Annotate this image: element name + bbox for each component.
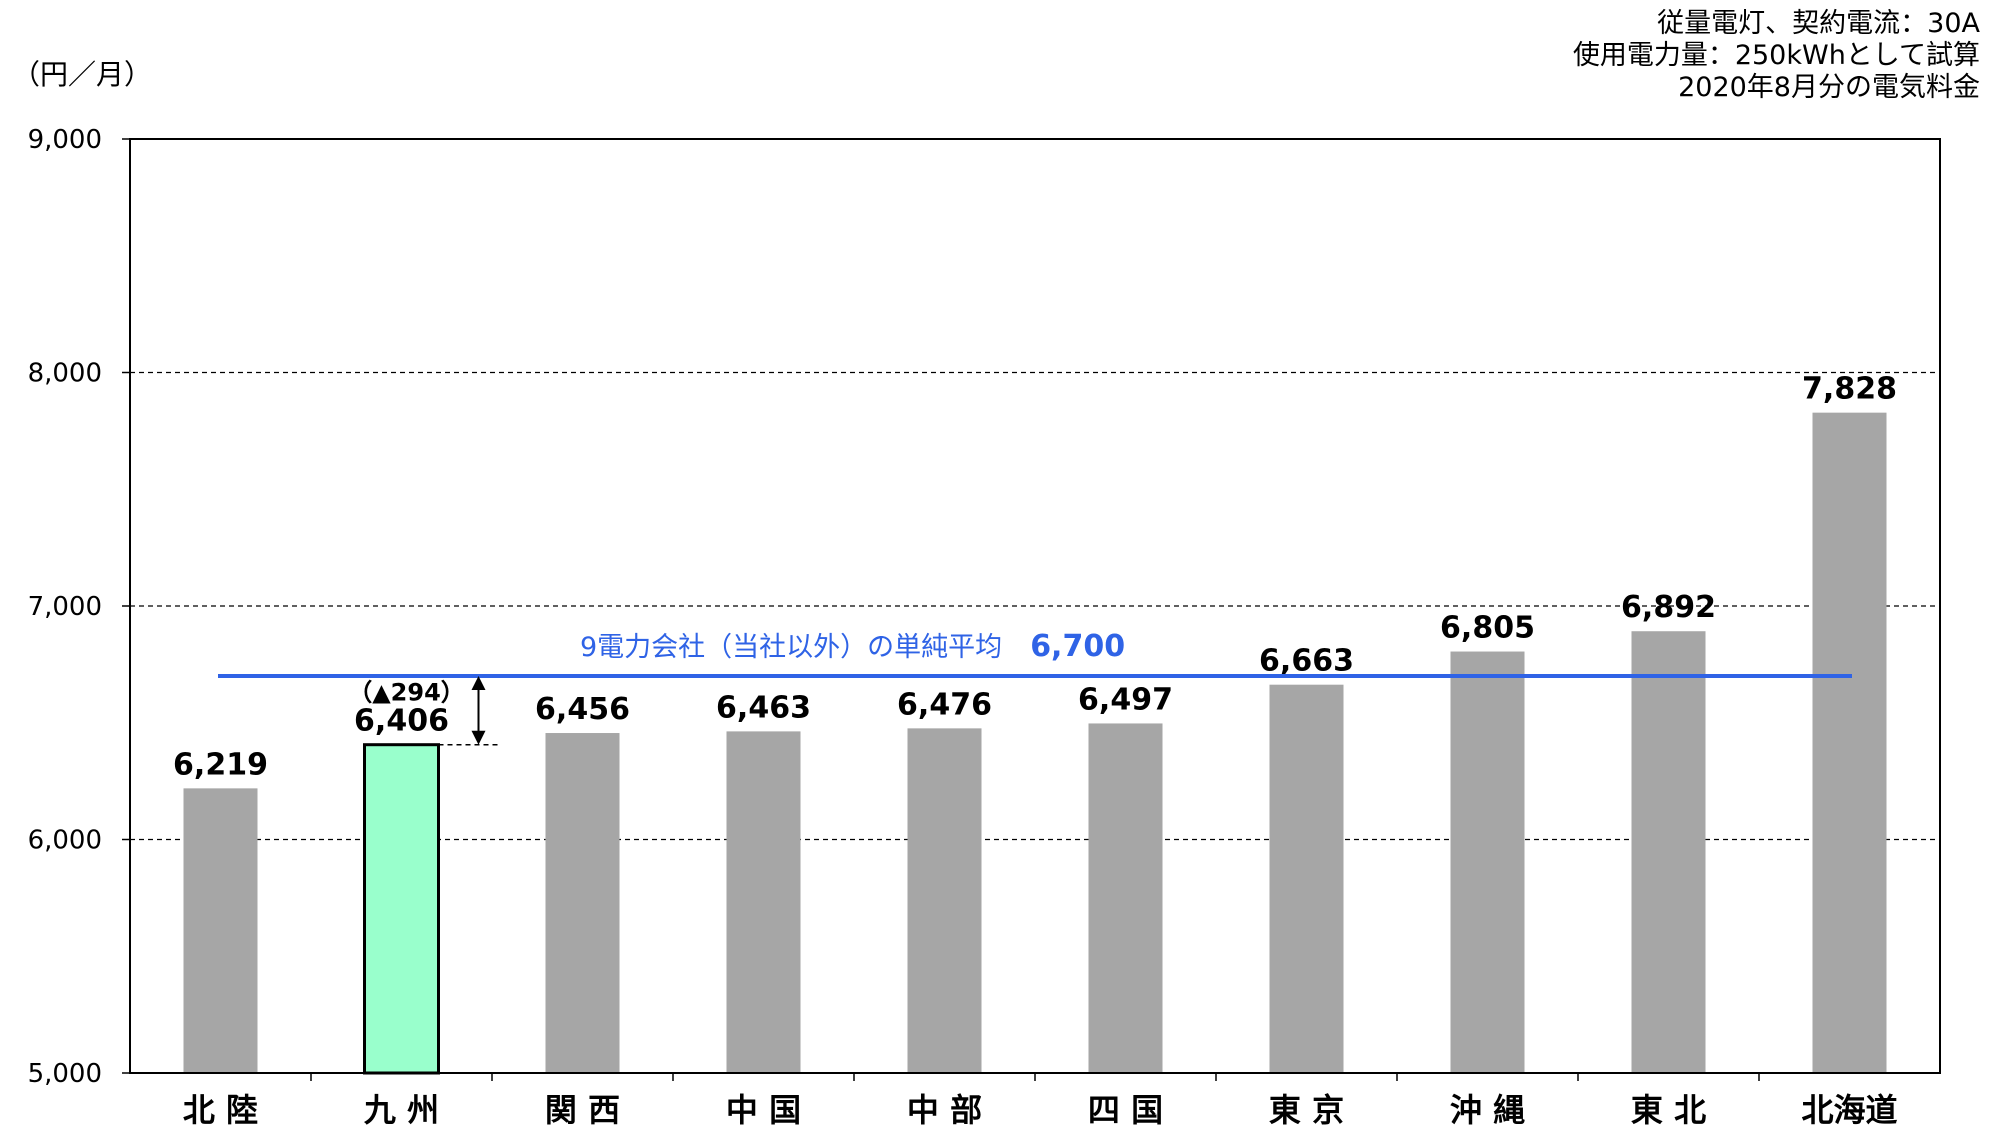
value-label: 6,456 <box>535 692 630 727</box>
note-line: 従量電灯、契約電流：30A <box>1657 8 1980 39</box>
difference-arrow-up <box>471 676 486 691</box>
note-line: 2020年8月分の電気料金 <box>1678 72 1980 103</box>
x-tick-label: 九 州 <box>364 1091 439 1129</box>
average-value: 6,700 <box>1030 629 1125 664</box>
bar <box>183 788 258 1073</box>
note-line: 使用電力量：250kWhとして試算 <box>1573 40 1980 71</box>
value-label: 7,828 <box>1802 372 1897 407</box>
value-label: 6,219 <box>173 747 268 782</box>
x-tick-label: 北海道 <box>1801 1091 1897 1129</box>
bar <box>1631 631 1706 1073</box>
y-tick-label: 8,000 <box>28 359 102 389</box>
bars <box>183 412 1887 1075</box>
y-tick-label: 5,000 <box>28 1059 102 1089</box>
x-tick-label: 東 北 <box>1631 1091 1706 1129</box>
value-label: 6,476 <box>897 687 992 722</box>
value-label: 6,892 <box>1621 590 1716 625</box>
x-tick-label: 中 部 <box>907 1091 982 1129</box>
average-label-text: 9電力会社（当社以外）の単純平均 <box>580 632 1002 663</box>
value-label: 6,406 <box>354 704 449 739</box>
y-tick-label: 9,000 <box>28 125 102 155</box>
value-label: 6,463 <box>716 690 811 725</box>
value-label: 6,663 <box>1259 644 1354 679</box>
bar <box>545 733 620 1073</box>
difference-label: （▲294） <box>348 679 465 707</box>
bar <box>1450 651 1525 1073</box>
y-tick-label: 6,000 <box>28 826 102 856</box>
x-tick-label: 沖 縄 <box>1450 1091 1525 1129</box>
x-tick-label: 四 国 <box>1088 1091 1163 1129</box>
value-label: 6,805 <box>1440 611 1535 646</box>
plot-frame <box>129 138 1941 1074</box>
bar <box>1088 723 1163 1073</box>
y-tick-label: 7,000 <box>28 592 102 622</box>
average-label: 9電力会社（当社以外）の単純平均 6,700 <box>580 629 1125 664</box>
y-unit-label: （円／月） <box>12 58 152 91</box>
x-tick-label: 東 京 <box>1269 1091 1344 1129</box>
bar <box>1812 412 1887 1073</box>
value-label: 6,497 <box>1078 682 1173 717</box>
bar <box>907 728 982 1073</box>
y-tick-labels: 5,000 6,000 7,000 8,000 9,000 <box>28 125 102 1089</box>
x-tick-labels: 北 陸 九 州 関 西 中 国 中 部 四 国 東 京 沖 縄 東 北 北海道 <box>183 1091 1898 1129</box>
x-tick-label: 北 陸 <box>183 1091 258 1129</box>
notes: 従量電灯、契約電流：30A使用電力量：250kWhとして試算2020年8月分の電… <box>1573 8 1981 103</box>
value-labels: 6,219 6,406 6,456 6,463 6,476 6,497 6,663 6,805… <box>173 372 1897 783</box>
x-tick-label: 中 国 <box>726 1091 801 1129</box>
bar <box>1269 684 1344 1073</box>
x-tick-label: 関 西 <box>545 1091 620 1129</box>
difference-annotation: （▲294） <box>348 676 501 746</box>
bar <box>726 731 801 1073</box>
difference-arrow-down <box>471 730 486 745</box>
average-line-group: 9電力会社（当社以外）の単純平均 6,700 <box>218 629 1852 679</box>
bar <box>363 743 440 1075</box>
